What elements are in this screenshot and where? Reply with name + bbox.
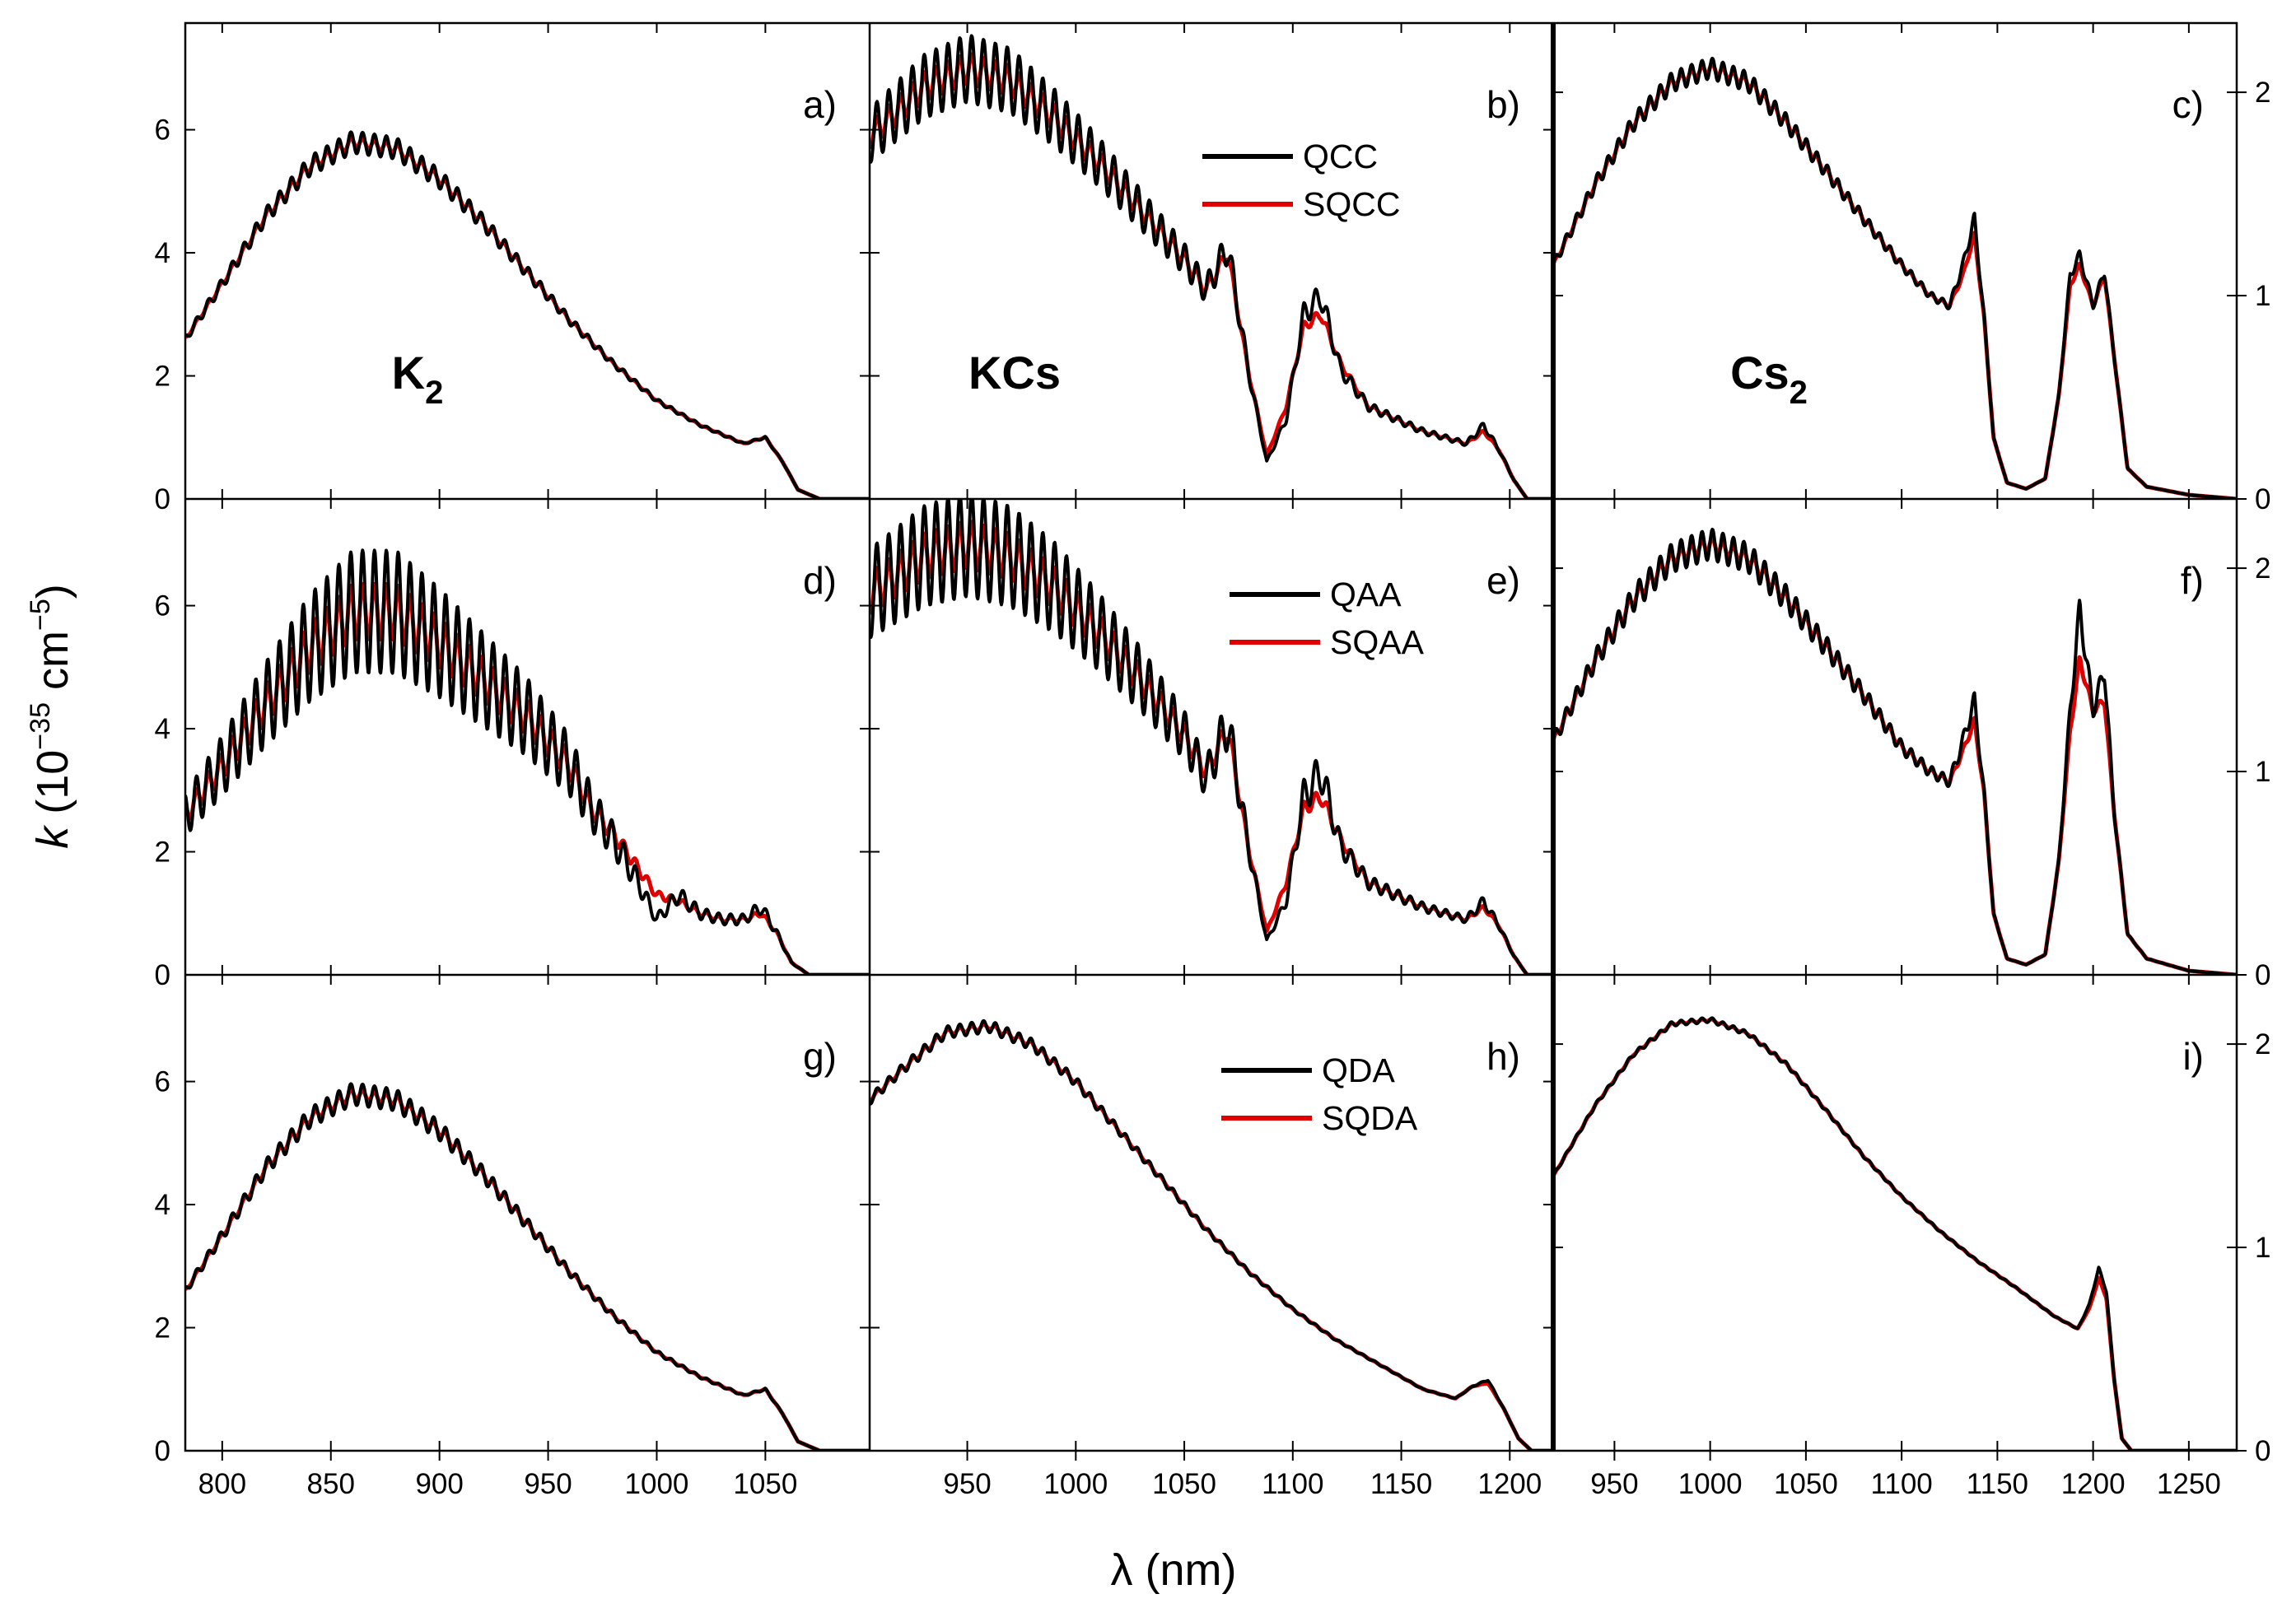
species-main: Cs (1730, 347, 1790, 399)
panel-label-h: h) (1486, 1035, 1520, 1078)
series-line-e-quantum (870, 499, 1553, 975)
x-tick-label: 950 (524, 1468, 572, 1500)
panel-d: d) (185, 548, 870, 975)
y-axis-title-mid: cm (28, 631, 77, 702)
species-subscript: 2 (1790, 375, 1808, 411)
x-tick-label: 1150 (1967, 1468, 2028, 1500)
y-tick-label: 0 (2255, 959, 2270, 991)
y-tick-label: 2 (155, 837, 170, 869)
panel-label-e: e) (1486, 559, 1520, 602)
y-tick-label: 6 (155, 590, 170, 622)
panel-h: h) QDA SQDA (870, 1018, 1553, 1451)
y-axis-title-exp1: −35 (25, 702, 56, 750)
axes-layer: 0 2 4 6 0 2 4 6 0 2 4 6 0 1 2 0 1 2 0 1 2 800 850 900 950 1000 105… (155, 21, 2270, 1500)
panel-label-f: f) (2181, 559, 2204, 602)
y-tick-label: 0 (2255, 483, 2270, 515)
y-tick-label: 4 (155, 237, 170, 269)
x-tick-label: 950 (1590, 1468, 1638, 1500)
series-line-g-quantum (185, 1082, 870, 1451)
y-tick-label: 4 (155, 713, 170, 745)
y-tick-label: 2 (2255, 1028, 2270, 1060)
x-tick-label: 1200 (1477, 1468, 1542, 1500)
y-tick-label: 1 (2255, 756, 2270, 788)
y-axis-title-post: ) (28, 584, 77, 599)
legend-label-qda: QDA (1322, 1051, 1396, 1089)
legend-label-sqaa: SQAA (1330, 623, 1425, 661)
x-tick-label: 1000 (1043, 1468, 1108, 1500)
y-axis-title-exp2: −5 (25, 599, 56, 631)
x-tick-label: 1100 (1871, 1468, 1933, 1500)
y-tick-label: 6 (155, 114, 170, 147)
species-label-kcs: KCs (968, 347, 1061, 399)
y-tick-label: 4 (155, 1189, 170, 1221)
x-tick-label: 1000 (1678, 1468, 1743, 1500)
legend-label-qcc: QCC (1303, 137, 1378, 175)
species-main: KCs (968, 347, 1061, 399)
legend-label-sqda: SQDA (1322, 1099, 1418, 1137)
y-tick-label: 0 (155, 1435, 170, 1467)
x-tick-label: 1000 (625, 1468, 689, 1500)
x-tick-label: 1150 (1370, 1468, 1432, 1500)
x-tick-label: 1200 (2061, 1468, 2126, 1500)
panel-f: f) (1553, 528, 2237, 975)
series-line-c-quantum (1553, 56, 2237, 499)
series-line-h-quantum (870, 1018, 1553, 1451)
x-axis-title: λ (nm) (1111, 1545, 1237, 1595)
panel-label-c: c) (2172, 83, 2204, 126)
species-main: K (392, 347, 425, 399)
species-label-cs2: Cs2 (1730, 347, 1808, 411)
panel-label-d: d) (803, 559, 837, 602)
series-line-a-quantum (185, 130, 870, 499)
y-tick-label: 0 (155, 483, 170, 515)
panel-b: b) QCC SQCC (870, 34, 1553, 499)
y-axis-title-symbol: k (28, 824, 77, 849)
y-tick-label: 0 (2255, 1435, 2270, 1467)
y-tick-label: 2 (155, 1312, 170, 1345)
x-tick-label: 950 (943, 1468, 991, 1500)
x-tick-label: 1050 (1774, 1468, 1838, 1500)
y-tick-label: 6 (155, 1066, 170, 1098)
panel-e: e) QAA SQAA (870, 499, 1553, 975)
x-tick-label: 800 (198, 1468, 246, 1500)
x-tick-label: 1050 (1152, 1468, 1216, 1500)
legend-label-sqcc: SQCC (1303, 185, 1400, 223)
y-tick-label: 2 (2255, 77, 2270, 109)
y-axis-title-pre: (10 (28, 750, 77, 827)
figure-frame (184, 21, 2238, 1452)
panel-label-i: i) (2182, 1035, 2204, 1078)
y-tick-label: 1 (2255, 280, 2270, 312)
panel-i: i) (1553, 1016, 2237, 1451)
y-tick-label: 0 (155, 959, 170, 991)
series-line-i-quantum (1553, 1016, 2237, 1451)
x-tick-label: 1100 (1262, 1468, 1323, 1500)
x-tick-label: 1050 (733, 1468, 797, 1500)
x-tick-label: 1250 (2157, 1468, 2221, 1500)
x-tick-label: 900 (415, 1468, 463, 1500)
y-tick-label: 2 (2255, 552, 2270, 585)
panel-c: c) (1553, 56, 2237, 499)
panel-label-b: b) (1486, 83, 1520, 126)
species-label-k2: K2 (392, 347, 444, 411)
series-line-f-quantum (1553, 528, 2237, 975)
series-line-d-quantum (185, 548, 870, 975)
y-axis-title: k (10−35 cm−5) (25, 584, 77, 849)
y-tick-label: 2 (155, 361, 170, 393)
series-line-b-quantum (870, 34, 1553, 499)
panel-label-g: g) (803, 1035, 837, 1078)
panel-g: g) (185, 1035, 870, 1451)
species-subscript: 2 (425, 375, 443, 411)
panel-label-a: a) (803, 83, 837, 126)
legend-label-qaa: QAA (1330, 576, 1402, 613)
x-tick-label: 850 (307, 1468, 355, 1500)
y-tick-label: 1 (2255, 1232, 2270, 1264)
panels-layer: a) b) QCC SQCC c) d) e) QAA SQAA f) g) h) QDA SQDA i) K… (185, 34, 2237, 1451)
panel-a: a) (185, 83, 870, 499)
